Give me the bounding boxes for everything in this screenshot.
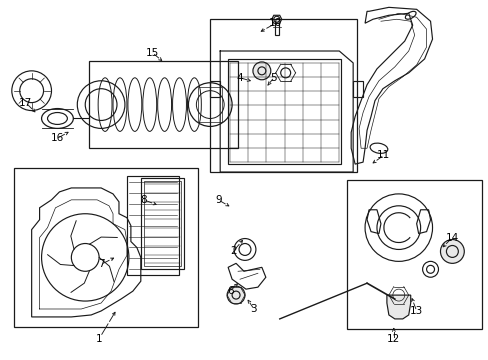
Bar xyxy=(210,19,356,172)
Text: 4: 4 xyxy=(236,73,243,83)
Text: 9: 9 xyxy=(214,195,221,205)
Text: 16: 16 xyxy=(51,133,64,143)
Circle shape xyxy=(226,286,244,304)
Text: 2: 2 xyxy=(229,247,236,256)
Text: 6: 6 xyxy=(226,286,233,296)
Bar xyxy=(127,176,178,275)
Text: 14: 14 xyxy=(445,233,458,243)
Bar xyxy=(228,59,341,164)
Bar xyxy=(141,178,184,269)
Bar xyxy=(198,87,222,122)
Text: 3: 3 xyxy=(250,304,257,314)
Text: 12: 12 xyxy=(386,334,400,344)
Text: 5: 5 xyxy=(270,73,277,83)
Text: 13: 13 xyxy=(409,306,423,316)
Bar xyxy=(89,61,238,148)
Circle shape xyxy=(252,62,270,80)
Text: 11: 11 xyxy=(377,150,390,160)
Bar xyxy=(143,181,181,266)
Bar xyxy=(346,180,481,329)
Bar xyxy=(274,23,278,35)
Bar xyxy=(14,168,198,327)
Polygon shape xyxy=(386,295,410,319)
Text: 1: 1 xyxy=(96,334,102,344)
Text: 15: 15 xyxy=(146,48,159,58)
Text: 8: 8 xyxy=(140,195,147,205)
Circle shape xyxy=(440,239,463,264)
Text: 10: 10 xyxy=(268,18,282,28)
Text: 17: 17 xyxy=(19,98,32,108)
Text: 7: 7 xyxy=(98,259,104,269)
